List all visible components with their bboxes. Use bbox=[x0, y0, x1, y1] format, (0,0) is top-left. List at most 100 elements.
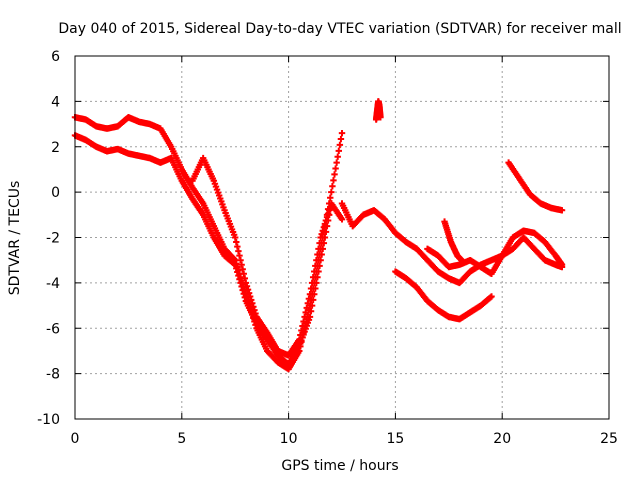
data-point bbox=[232, 234, 239, 241]
chart-title: Day 040 of 2015, Sidereal Day-to-day VTE… bbox=[58, 21, 621, 37]
data-point bbox=[309, 274, 317, 281]
data-point bbox=[322, 217, 330, 224]
data-marks bbox=[71, 98, 566, 373]
data-point bbox=[235, 247, 242, 255]
data-point bbox=[243, 283, 251, 290]
data-point bbox=[319, 227, 326, 234]
series-track-d bbox=[338, 200, 566, 287]
data-point bbox=[306, 291, 314, 298]
data-point bbox=[327, 194, 334, 201]
data-point bbox=[488, 293, 495, 300]
data-point bbox=[297, 331, 304, 339]
data-point bbox=[460, 259, 467, 266]
data-point bbox=[338, 216, 346, 223]
data-point bbox=[314, 251, 321, 258]
data-point bbox=[304, 300, 312, 307]
data-point bbox=[331, 171, 338, 178]
data-point bbox=[309, 296, 317, 304]
data-point bbox=[558, 261, 566, 268]
data-point bbox=[320, 224, 328, 231]
data-point bbox=[239, 286, 246, 294]
data-point bbox=[306, 313, 314, 321]
series-track-c bbox=[189, 154, 346, 359]
x-tick-label: 0 bbox=[71, 431, 80, 447]
data-point bbox=[305, 295, 313, 302]
data-point bbox=[238, 261, 245, 268]
data-point bbox=[307, 308, 315, 315]
data-point bbox=[321, 220, 329, 228]
data-point bbox=[323, 213, 331, 221]
y-tick-label: 6 bbox=[51, 49, 60, 65]
y-tick-label: -8 bbox=[46, 367, 60, 383]
data-point bbox=[240, 270, 247, 277]
data-point bbox=[250, 303, 257, 310]
x-tick-label: 20 bbox=[493, 431, 511, 447]
data-point bbox=[232, 261, 239, 268]
data-point bbox=[238, 283, 245, 290]
data-point bbox=[303, 304, 310, 312]
data-point bbox=[338, 129, 346, 137]
x-tick-label: 5 bbox=[177, 431, 186, 447]
data-point bbox=[334, 153, 341, 160]
data-point bbox=[318, 230, 325, 238]
data-point bbox=[239, 266, 246, 273]
data-point bbox=[240, 290, 247, 297]
series-track-i bbox=[372, 98, 384, 123]
data-point bbox=[298, 327, 305, 334]
data-point bbox=[301, 313, 308, 321]
y-tick-label: 2 bbox=[51, 140, 60, 156]
data-point bbox=[308, 279, 316, 287]
data-point bbox=[302, 309, 309, 316]
data-point bbox=[241, 294, 249, 301]
data-point bbox=[234, 268, 241, 276]
y-tick-label: -4 bbox=[46, 276, 60, 292]
data-point bbox=[241, 275, 249, 282]
data-point bbox=[252, 310, 259, 317]
data-point bbox=[242, 279, 250, 287]
data-point bbox=[324, 210, 332, 217]
x-tick-labels: 0 5 10 15 20 25 bbox=[71, 431, 618, 447]
y-tick-label: -6 bbox=[46, 321, 60, 337]
series-track-b bbox=[71, 132, 335, 368]
data-point bbox=[237, 279, 244, 287]
data-point bbox=[337, 135, 345, 143]
y-axis-label: SDTVAR / TECUs bbox=[7, 181, 23, 296]
y-tick-label: 0 bbox=[51, 185, 60, 201]
data-point bbox=[234, 243, 241, 250]
grid bbox=[75, 56, 609, 419]
x-tick-label: 25 bbox=[600, 431, 618, 447]
data-point bbox=[233, 265, 240, 272]
y-tick-labels: 6 4 2 0 -2 -4 -6 -8 -10 bbox=[37, 49, 60, 428]
y-tick-label: 4 bbox=[51, 94, 60, 110]
data-point bbox=[311, 268, 318, 275]
data-point bbox=[329, 183, 336, 190]
x-tick-label: 15 bbox=[386, 431, 404, 447]
data-point bbox=[333, 159, 340, 166]
x-axis-label: GPS time / hours bbox=[281, 458, 398, 474]
data-point bbox=[235, 272, 242, 279]
data-point bbox=[316, 239, 323, 247]
data-point bbox=[336, 141, 344, 149]
data-point bbox=[312, 262, 319, 270]
data-point bbox=[237, 256, 244, 264]
y-tick-label: -2 bbox=[46, 231, 60, 247]
data-point bbox=[330, 177, 337, 184]
series-track-e bbox=[392, 268, 495, 323]
tick-marks bbox=[74, 55, 610, 420]
y-tick-label: -10 bbox=[37, 412, 60, 428]
series-track-f bbox=[424, 227, 566, 277]
data-point bbox=[244, 286, 252, 293]
data-point bbox=[317, 234, 324, 241]
data-point bbox=[332, 165, 339, 172]
data-point bbox=[377, 114, 384, 121]
data-point bbox=[233, 238, 240, 246]
data-point bbox=[251, 306, 258, 314]
data-point bbox=[248, 296, 255, 304]
data-point bbox=[236, 276, 243, 283]
data-point bbox=[299, 322, 306, 330]
data-point bbox=[335, 147, 342, 155]
data-point bbox=[328, 188, 335, 196]
series-track-g bbox=[441, 218, 467, 266]
data-point bbox=[300, 318, 307, 325]
